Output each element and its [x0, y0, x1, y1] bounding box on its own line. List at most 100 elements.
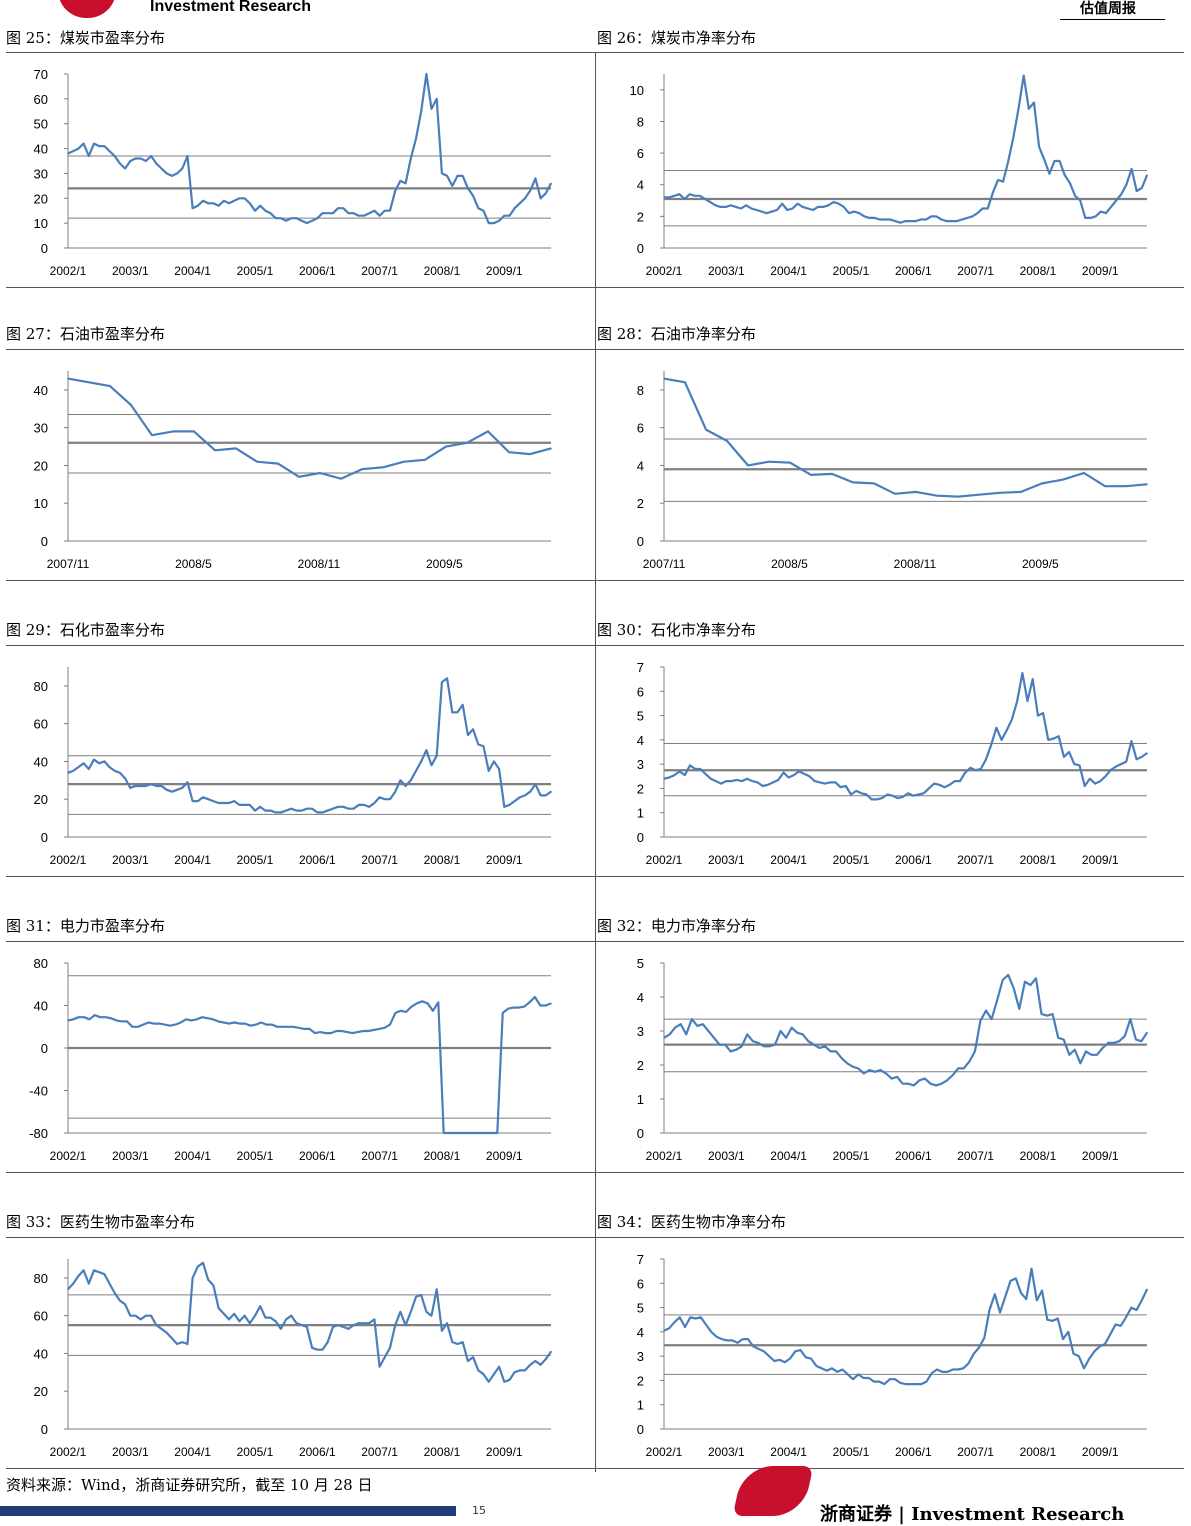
figure-title: 图 27：石油市盈率分布: [6, 325, 165, 343]
data-point: [534, 177, 537, 180]
data-point: [467, 187, 469, 190]
data-point: [801, 206, 804, 208]
x-tick-label: 2009/1: [486, 264, 523, 278]
data-point: [1120, 193, 1123, 195]
data-point: [891, 794, 894, 797]
data-point: [238, 1320, 241, 1323]
data-point: [1029, 984, 1032, 986]
data-point: [1021, 672, 1024, 674]
data-point: [808, 775, 811, 778]
data-point: [957, 495, 959, 498]
data-point: [113, 155, 116, 157]
data-point: [453, 1132, 456, 1134]
data-point: [740, 1045, 743, 1048]
data-point: [202, 200, 204, 202]
data-point: [147, 1021, 150, 1024]
data-point: [750, 207, 753, 210]
page-header: Investment Research 估值周报: [0, 0, 1191, 22]
data-point: [539, 794, 542, 797]
data-point: [493, 222, 495, 224]
data-point: [694, 768, 696, 770]
data-point: [456, 1343, 459, 1345]
data-point: [694, 1317, 697, 1320]
data-point: [513, 207, 516, 209]
data-point: [1114, 1323, 1117, 1326]
data-point: [913, 1084, 915, 1087]
data-point: [956, 220, 958, 222]
y-tick-label: 0: [41, 241, 48, 256]
row-rule: [6, 876, 1184, 877]
data-point: [713, 1037, 715, 1039]
y-tick-label: 6: [637, 684, 644, 699]
x-tick-label: 2007/1: [957, 264, 994, 278]
data-point: [217, 1307, 220, 1309]
data-point: [774, 1043, 776, 1046]
data-point: [249, 1322, 251, 1324]
data-point: [999, 1311, 1001, 1314]
data-point: [683, 198, 686, 200]
x-tick-label: 2002/1: [50, 853, 87, 867]
data-point: [171, 1337, 173, 1340]
data-point: [186, 781, 189, 783]
data-point: [1037, 714, 1039, 717]
x-tick-label: 2002/1: [646, 1149, 683, 1163]
x-tick-label: 2008/11: [894, 557, 937, 571]
data-point: [119, 162, 121, 165]
data-point: [456, 711, 459, 714]
data-point: [67, 152, 69, 155]
x-tick-label: 2006/1: [895, 264, 932, 278]
data-point: [260, 1021, 263, 1024]
data-point: [508, 451, 510, 453]
data-point: [130, 404, 132, 406]
data-point: [910, 1383, 912, 1385]
data-point: [539, 197, 542, 200]
data-point: [254, 209, 256, 212]
data-point: [879, 218, 881, 221]
data-point: [498, 768, 500, 770]
data-point: [746, 777, 748, 780]
data-point: [1006, 729, 1008, 731]
data-point: [663, 777, 665, 780]
data-point: [223, 802, 225, 804]
data-point: [831, 473, 833, 475]
data-point: [352, 1324, 355, 1326]
data-point: [202, 1262, 204, 1264]
data-point: [347, 1328, 350, 1330]
data-point: [971, 215, 974, 218]
data-point: [83, 1016, 85, 1018]
data-point: [1096, 1054, 1098, 1056]
y-tick-label: 1: [637, 1398, 644, 1413]
x-tick-label: 2008/1: [1020, 853, 1057, 867]
data-point: [202, 796, 204, 799]
data-point: [752, 1345, 755, 1348]
data-point: [846, 1062, 848, 1065]
data-point: [103, 760, 106, 763]
y-tick-label: 70: [34, 67, 48, 82]
data-point: [720, 782, 722, 785]
data-point: [88, 155, 90, 157]
data-point: [181, 167, 184, 170]
data-point: [405, 1011, 407, 1013]
data-point: [863, 1072, 865, 1075]
x-tick-label: 2003/1: [708, 1445, 745, 1459]
data-point: [740, 207, 742, 210]
data-point: [119, 772, 121, 774]
data-point: [550, 1002, 552, 1005]
data-point: [314, 1032, 316, 1034]
data-point: [969, 767, 972, 769]
x-tick-label: 2003/1: [112, 853, 149, 867]
data-point: [139, 785, 142, 787]
data-point: [316, 217, 319, 219]
data-point: [281, 1026, 284, 1028]
data-point: [1024, 980, 1026, 983]
data-point: [98, 1271, 100, 1273]
x-tick-label: 2004/1: [174, 264, 211, 278]
data-point: [269, 212, 272, 214]
data-point: [1093, 1350, 1096, 1353]
row-rule: [6, 1468, 1184, 1469]
data-point: [545, 192, 547, 195]
data-point: [475, 1132, 477, 1134]
data-point: [985, 1009, 987, 1012]
series-line: [663, 672, 1148, 801]
column-divider: [595, 52, 596, 1472]
